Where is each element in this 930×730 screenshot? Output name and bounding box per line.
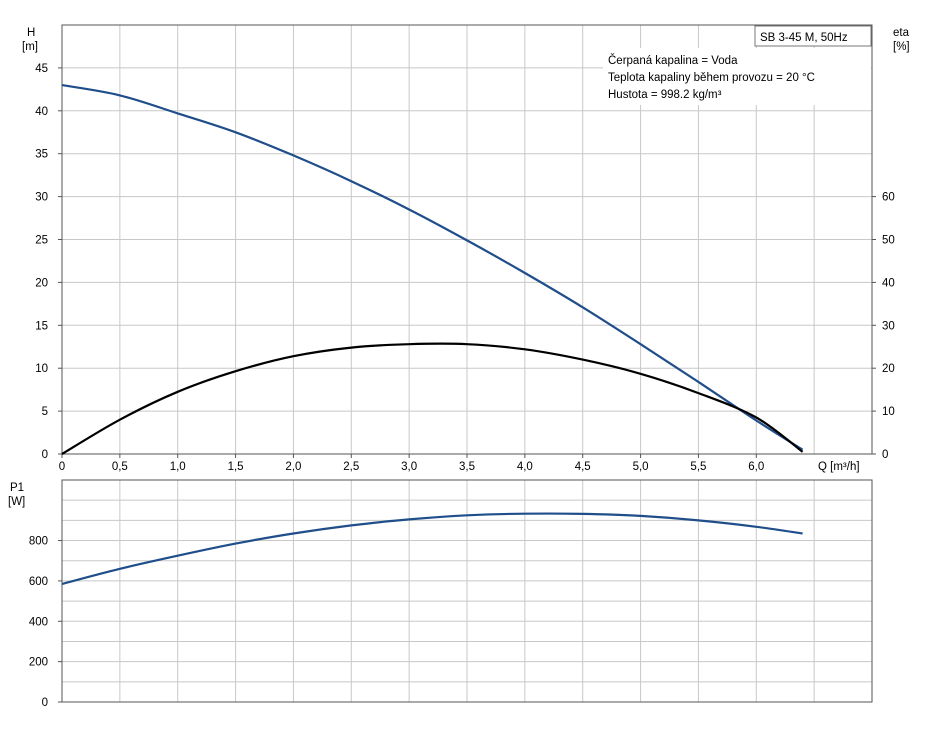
- power-tick-label: 400: [29, 616, 48, 628]
- flow-tick-label: 1,5: [228, 461, 244, 473]
- fluid-annotation: Čerpaná kapalina = Voda: [608, 54, 738, 67]
- fluid-info-box: [603, 48, 871, 105]
- power-tick-label: 0: [42, 697, 48, 709]
- eta-tick-label: 40: [882, 277, 895, 289]
- eta-axis-unit: [%]: [893, 41, 910, 53]
- flow-tick-label: 0,5: [112, 461, 128, 473]
- eta-tick-label: 0: [882, 449, 888, 461]
- power-curve: [61, 512, 803, 585]
- eta-tick-label: 10: [882, 406, 895, 418]
- head-panel-axes: 0 0,5 1,0 1,5 2,0 2,5 3,0 3,5 4,0 4,5 5,0 5,5 6,0 0 5 1…: [35, 63, 895, 473]
- head-tick-label: 20: [35, 277, 48, 289]
- power-panel-axes: 0 200 400 600 800: [29, 536, 62, 709]
- flow-tick-label: 0: [59, 461, 65, 473]
- eta-tick-label: 20: [882, 363, 895, 375]
- power-axis-unit: [W]: [8, 496, 25, 508]
- power-panel-frame: [61, 479, 873, 703]
- head-tick-label: 40: [35, 106, 48, 118]
- head-axis-label: H: [27, 27, 35, 39]
- power-tick-label: 800: [29, 536, 48, 548]
- eta-tick-label: 30: [882, 320, 895, 332]
- flow-tick-label: 3,5: [459, 461, 475, 473]
- head-tick-label: 25: [35, 235, 48, 247]
- head-axis-unit: [m]: [22, 41, 38, 53]
- flow-tick-label: 2,5: [343, 461, 359, 473]
- head-tick-label: 45: [35, 63, 48, 75]
- head-tick-label: 0: [42, 449, 48, 461]
- head-panel-series: [61, 84, 804, 455]
- flow-axis-label: Q [m³/h]: [818, 461, 860, 473]
- power-panel-series: [61, 512, 803, 585]
- eta-tick-label: 50: [882, 235, 895, 247]
- head-tick-label: 30: [35, 192, 48, 204]
- power-axis-label: P1: [10, 482, 24, 494]
- flow-tick-label: 4,5: [575, 461, 591, 473]
- head-tick-label: 15: [35, 320, 48, 332]
- flow-tick-label: 1,0: [170, 461, 186, 473]
- power-panel-grid: [62, 480, 872, 702]
- flow-tick-label: 6,0: [748, 461, 764, 473]
- flow-tick-label: 4,0: [517, 461, 533, 473]
- power-tick-label: 600: [29, 576, 48, 588]
- flow-tick-label: 5,5: [690, 461, 706, 473]
- flow-tick-label: 5,0: [633, 461, 649, 473]
- model-title: SB 3-45 M, 50Hz: [760, 32, 848, 44]
- flow-tick-label: 2,0: [285, 461, 301, 473]
- head-tick-label: 10: [35, 363, 48, 375]
- flow-tick-label: 3,0: [401, 461, 417, 473]
- power-tick-label: 200: [29, 657, 48, 669]
- head-tick-label: 5: [42, 406, 48, 418]
- temperature-annotation: Teplota kapaliny během provozu = 20 °C: [608, 72, 815, 84]
- head-tick-label: 35: [35, 149, 48, 161]
- efficiency-curve: [61, 342, 804, 455]
- head-curve: [61, 84, 804, 451]
- density-annotation: Hustota = 998.2 kg/m³: [608, 89, 722, 101]
- eta-axis-label: eta: [893, 27, 910, 39]
- model-title-box: [754, 25, 872, 47]
- eta-tick-label: 60: [882, 192, 895, 204]
